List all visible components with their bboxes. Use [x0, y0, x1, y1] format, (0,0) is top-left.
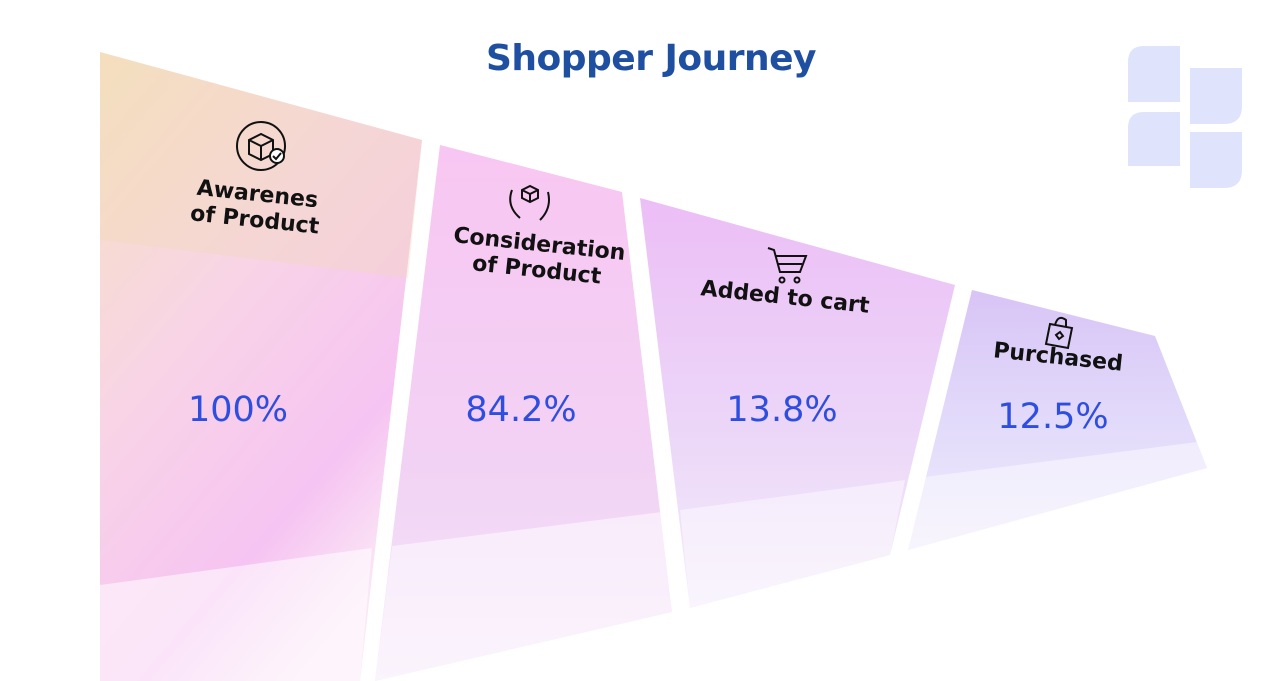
stage-value: 13.8% [726, 390, 838, 430]
stage-panel [100, 52, 422, 681]
page-title: Shopper Journey [485, 38, 817, 79]
icon-cart [767, 247, 808, 284]
stage-value: 100% [187, 390, 289, 430]
panel-fade [100, 548, 372, 681]
icon-box [236, 121, 286, 171]
stage-value: 84.2% [465, 390, 577, 430]
panel-fade [680, 480, 905, 608]
stage-panel [908, 290, 1207, 550]
icon-hands [509, 184, 550, 221]
logo [1128, 46, 1242, 188]
icon-bag [1044, 316, 1074, 350]
panel-band [100, 52, 422, 278]
stage-panel [640, 198, 955, 608]
panel-fade [908, 442, 1207, 550]
stage-value: 12.5% [997, 397, 1109, 437]
panel-fade [375, 512, 672, 681]
